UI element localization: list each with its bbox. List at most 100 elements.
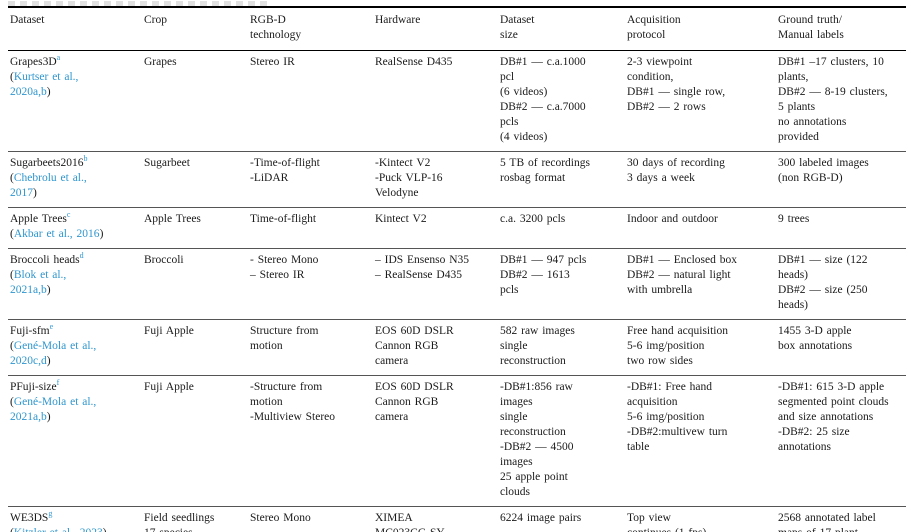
citation: (Kitzler et al., 2023) bbox=[10, 526, 136, 532]
citation-close-paren: ) bbox=[46, 355, 51, 367]
hardware-cell: XIMEA MC023CG-SY bbox=[375, 512, 445, 532]
hardware-cell: EOS 60D DSLR Cannon RGB camera bbox=[375, 325, 454, 367]
citation-open-paren: ( bbox=[10, 396, 14, 408]
dataset-name: Apple Trees bbox=[10, 213, 67, 225]
hardware-cell: RealSense D435 bbox=[375, 56, 453, 68]
column-header-size: Dataset size bbox=[500, 14, 535, 41]
crop-cell: Field seedlings 17 species bbox=[144, 512, 215, 532]
ground-truth-cell: DB#1 — size (122 heads) DB#2 — size (250… bbox=[778, 254, 868, 311]
rgbd-tech-cell: Time-of-flight bbox=[250, 213, 317, 225]
datasets-comparison-table: Dataset Crop RGB-D technology Hardware D… bbox=[8, 6, 906, 532]
citation: (Gené-Mola et al., 2021a,b) bbox=[10, 395, 136, 425]
column-header-protocol: Acquisition protocol bbox=[627, 14, 681, 41]
hardware-cell: -Kintect V2 -Puck VLP-16 Velodyne bbox=[375, 157, 443, 199]
hardware-cell: Kintect V2 bbox=[375, 213, 427, 225]
dataset-size-cell: 6224 image pairs bbox=[500, 512, 582, 524]
citation-link[interactable]: Gené-Mola et al., 2021a,b bbox=[10, 396, 97, 423]
table-row: Fuji-sfme (Gené-Mola et al., 2020c,d) Fu… bbox=[8, 319, 906, 376]
citation: (Kurtser et al., 2020a,b) bbox=[10, 70, 136, 100]
acquisition-protocol-cell: 30 days of recording 3 days a week bbox=[627, 157, 725, 184]
citation: (Chebrolu et al., 2017) bbox=[10, 171, 136, 201]
footnote-marker-link[interactable]: b bbox=[83, 154, 88, 164]
rgbd-tech-cell: Stereo IR bbox=[250, 56, 295, 68]
column-header-rgbd: RGB-D technology bbox=[250, 14, 302, 41]
citation: (Gené-Mola et al., 2020c,d) bbox=[10, 339, 136, 369]
acquisition-protocol-cell: Free hand acquisition 5-6 img/position t… bbox=[627, 325, 729, 367]
table-row: Apple Treesc (Akbar et al., 2016) Apple … bbox=[8, 207, 906, 249]
crop-cell: Sugarbeet bbox=[144, 157, 190, 169]
dataset-size-cell: c.a. 3200 pcls bbox=[500, 213, 566, 225]
crop-cell: Grapes bbox=[144, 56, 177, 68]
citation-link[interactable]: Kitzler et al., 2023 bbox=[14, 527, 103, 532]
footnote-marker-link[interactable]: g bbox=[48, 509, 53, 519]
citation-close-paren: ) bbox=[99, 228, 104, 240]
dataset-name: WE3DS bbox=[10, 512, 49, 524]
rgbd-tech-cell: -Time-of-flight -LiDAR bbox=[250, 157, 320, 184]
dataset-name: Grapes3D bbox=[10, 56, 57, 68]
crop-cell: Broccoli bbox=[144, 254, 184, 266]
rgbd-tech-cell: - Stereo Mono – Stereo IR bbox=[250, 254, 319, 281]
dataset-title: Grapes3Da bbox=[10, 53, 136, 70]
table-row: WE3DSg (Kitzler et al., 2023) Field seed… bbox=[8, 506, 906, 532]
dataset-title: Sugarbeets2016b bbox=[10, 154, 136, 171]
dataset-cell: Apple Treesc (Akbar et al., 2016) bbox=[8, 208, 142, 249]
citation-link[interactable]: Gené-Mola et al., 2020c,d bbox=[10, 340, 97, 367]
citation-close-paren: ) bbox=[46, 411, 51, 423]
dataset-cell: PFuji-sizef (Gené-Mola et al., 2021a,b) bbox=[8, 376, 142, 507]
citation-open-paren: ( bbox=[10, 228, 14, 240]
rgbd-tech-cell: -Structure from motion -Multiview Stereo bbox=[250, 381, 335, 423]
acquisition-protocol-cell: -DB#1: Free hand acquisition 5-6 img/pos… bbox=[627, 381, 728, 453]
dataset-title: PFuji-sizef bbox=[10, 378, 136, 395]
column-header-hardware: Hardware bbox=[375, 14, 421, 26]
footnote-marker-link[interactable]: f bbox=[56, 378, 60, 388]
crop-cell: Fuji Apple bbox=[144, 381, 194, 393]
citation-close-paren: ) bbox=[46, 86, 51, 98]
table-row: PFuji-sizef (Gené-Mola et al., 2021a,b) … bbox=[8, 375, 906, 507]
column-header-groundtruth: Ground truth/ Manual labels bbox=[778, 14, 844, 41]
citation-open-paren: ( bbox=[10, 269, 14, 281]
citation-link[interactable]: Akbar et al., 2016 bbox=[13, 228, 100, 240]
dataset-size-cell: -DB#1:856 raw images single reconstructi… bbox=[500, 381, 574, 498]
dataset-name: Fuji-sfm bbox=[10, 325, 50, 337]
citation: (Akbar et al., 2016) bbox=[10, 227, 136, 242]
footnote-marker-link[interactable]: c bbox=[66, 210, 71, 220]
ground-truth-cell: 300 labeled images (non RGB-D) bbox=[778, 157, 869, 184]
footnote-marker-link[interactable]: e bbox=[49, 322, 54, 332]
acquisition-protocol-cell: Top view continues (1 fps) different fie… bbox=[627, 512, 706, 532]
rgbd-tech-cell: Stereo Mono bbox=[250, 512, 311, 524]
dataset-size-cell: DB#1 — 947 pcls DB#2 — 1613 pcls bbox=[500, 254, 587, 296]
ground-truth-cell: -DB#1: 615 3-D apple segmented point clo… bbox=[778, 381, 889, 453]
crop-cell: Apple Trees bbox=[144, 213, 201, 225]
footnote-marker-link[interactable]: a bbox=[56, 53, 61, 63]
citation-open-paren: ( bbox=[10, 71, 14, 83]
ground-truth-cell: 2568 annotated label maps of 17 plant sp… bbox=[778, 512, 876, 532]
dataset-title: Fuji-sfme bbox=[10, 322, 136, 339]
column-header-crop: Crop bbox=[144, 14, 167, 26]
citation-close-paren: ) bbox=[46, 284, 51, 296]
citation-link[interactable]: Kurtser et al., 2020a,b bbox=[10, 71, 79, 98]
hardware-cell: – IDS Ensenso N35 – RealSense D435 bbox=[375, 254, 470, 281]
dataset-cell: WE3DSg (Kitzler et al., 2023) bbox=[8, 507, 142, 532]
dataset-size-cell: 5 TB of recordings rosbag format bbox=[500, 157, 590, 184]
citation-link[interactable]: Chebrolu et al., 2017 bbox=[10, 172, 87, 199]
citation-open-paren: ( bbox=[10, 172, 14, 184]
acquisition-protocol-cell: 2-3 viewpoint condition, DB#1 — single r… bbox=[627, 56, 726, 113]
citation-open-paren: ( bbox=[10, 527, 14, 532]
dataset-cell: Sugarbeets2016b (Chebrolu et al., 2017) bbox=[8, 152, 142, 208]
dataset-cell: Fuji-sfme (Gené-Mola et al., 2020c,d) bbox=[8, 320, 142, 376]
footnote-marker-link[interactable]: d bbox=[79, 251, 84, 261]
ground-truth-cell: DB#1 –17 clusters, 10 plants, DB#2 — 8-1… bbox=[778, 56, 888, 143]
dataset-cell: Broccoli headsd (Blok et al., 2021a,b) bbox=[8, 249, 142, 320]
dataset-size-cell: 582 raw images single reconstruction bbox=[500, 325, 575, 367]
citation-close-paren: ) bbox=[33, 187, 37, 199]
citation-link[interactable]: Blok et al., 2021a,b bbox=[10, 269, 67, 296]
acquisition-protocol-cell: Indoor and outdoor bbox=[627, 213, 718, 225]
column-header-dataset: Dataset bbox=[10, 14, 45, 26]
rgbd-tech-cell: Structure from motion bbox=[250, 325, 319, 352]
header-row: Dataset Crop RGB-D technology Hardware D… bbox=[8, 7, 906, 51]
crop-cell: Fuji Apple bbox=[144, 325, 194, 337]
dataset-title: Broccoli headsd bbox=[10, 251, 136, 268]
dataset-title: Apple Treesc bbox=[10, 210, 136, 227]
dataset-name: Broccoli heads bbox=[10, 254, 80, 266]
citation-close-paren: ) bbox=[103, 527, 107, 532]
